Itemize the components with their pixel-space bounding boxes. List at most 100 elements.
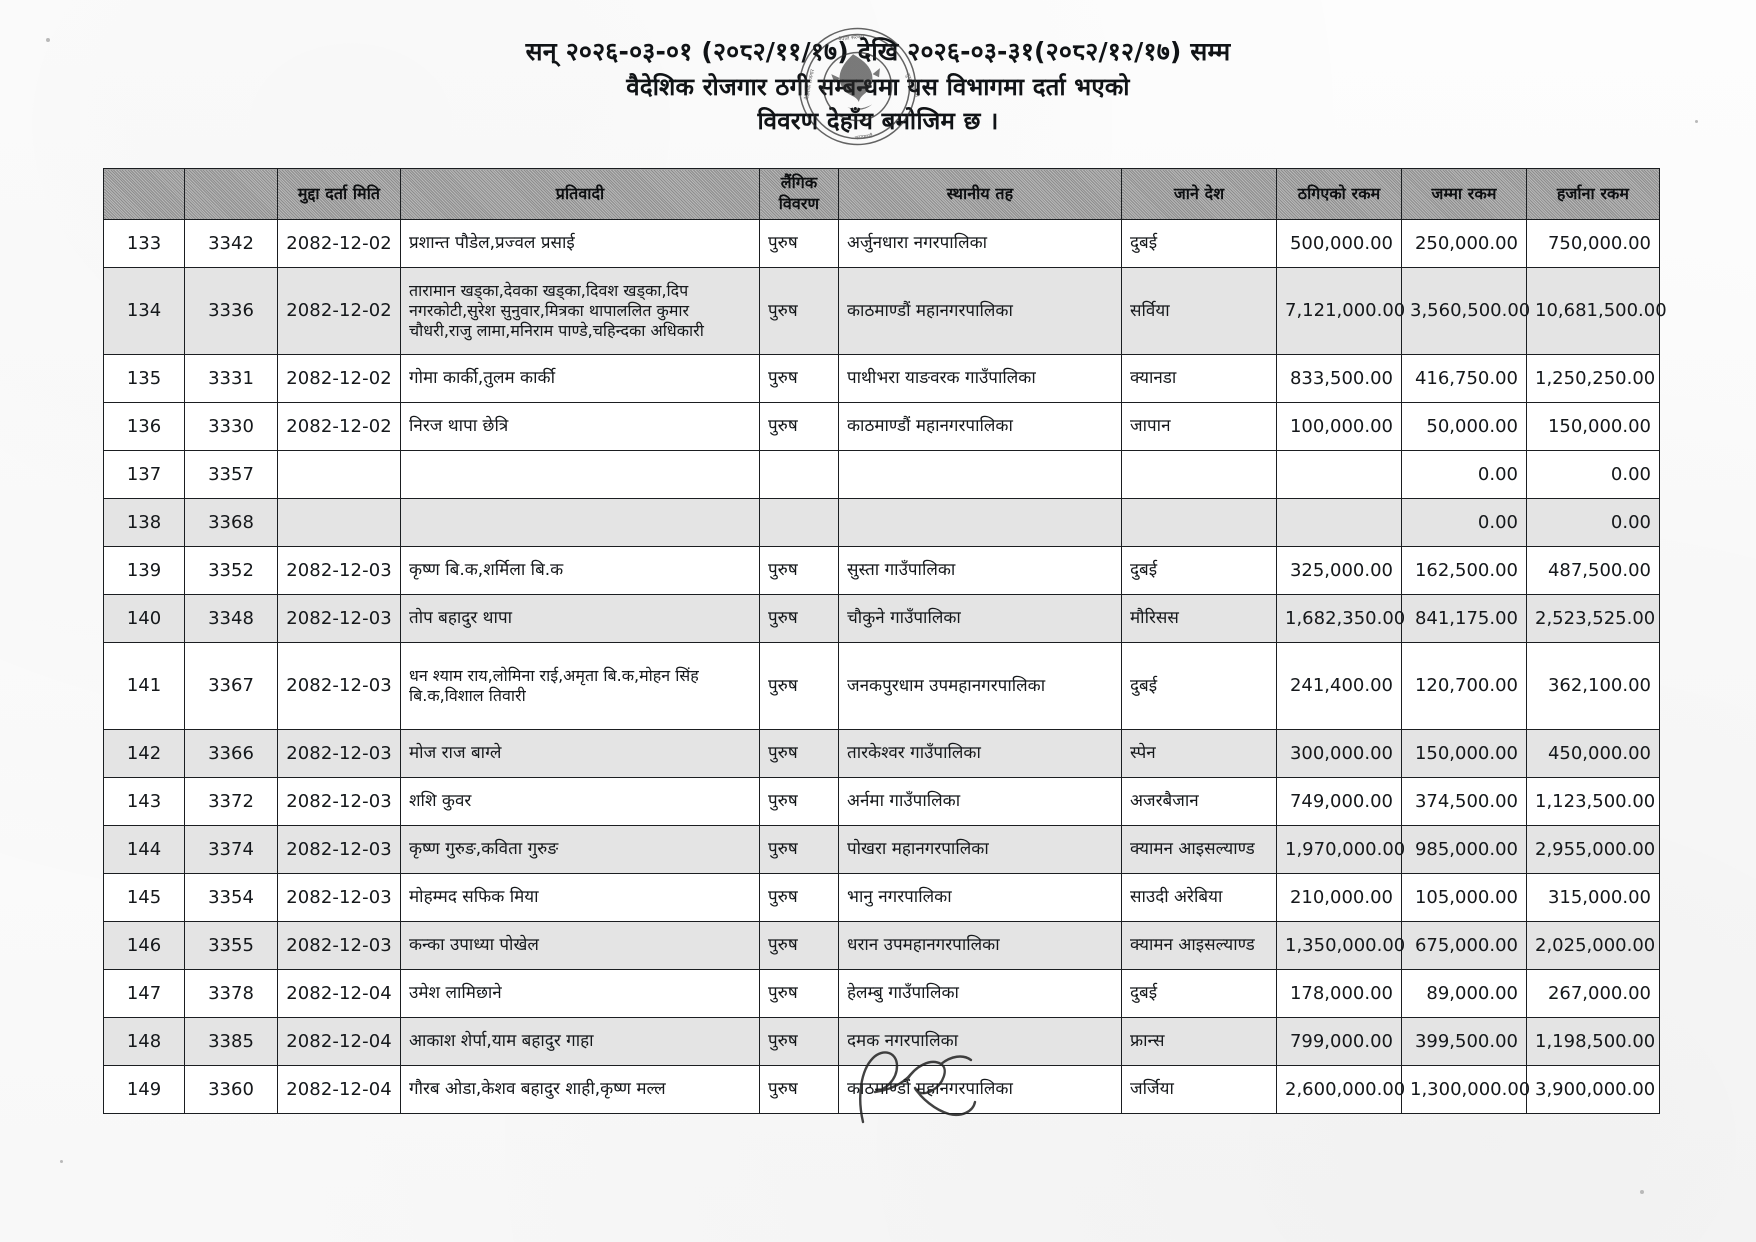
cell-case-number: 3355 xyxy=(184,921,278,970)
cell-amount-total: 675,000.00 xyxy=(1401,921,1527,970)
cell-case-number: 3385 xyxy=(184,1017,278,1066)
cell-defendant: कृष्ण गुरुङ,कविता गुरुङ xyxy=(400,825,760,874)
cell-gender: पुरुष xyxy=(759,642,839,730)
table-row: 146 3355 2082-12-03 कन्का उपाध्या पोखेल पुरु… xyxy=(103,921,1660,970)
table-row: 144 3374 2082-12-03 कृष्ण गुरुङ,कविता गुरुङ… xyxy=(103,825,1660,874)
cell-serial: 145 xyxy=(103,873,185,922)
cell-amount-penalty: 315,000.00 xyxy=(1526,873,1660,922)
column-header-amount-cheated: ठगिएको रकम xyxy=(1276,168,1402,220)
heading-subject: वैदेशिक रोजगार ठगी सम्बन्धमा यस विभागमा … xyxy=(626,72,1130,101)
cell-case-date: 2082-12-03 xyxy=(277,777,401,826)
cell-serial: 134 xyxy=(103,267,185,355)
cell-defendant: कृष्ण बि.क,शर्मिला बि.क xyxy=(400,546,760,595)
cell-defendant: आकाश शेर्पा,याम बहादुर गाहा xyxy=(400,1017,760,1066)
cell-defendant: कन्का उपाध्या पोखेल xyxy=(400,921,760,970)
cell-serial: 143 xyxy=(103,777,185,826)
table-row: 147 3378 2082-12-04 उमेश लामिछाने पुरुष हेलम्… xyxy=(103,969,1660,1018)
cell-case-date: 2082-12-03 xyxy=(277,594,401,643)
column-header-amount-penalty: हर्जाना रकम xyxy=(1526,168,1660,220)
cell-amount-cheated: 799,000.00 xyxy=(1276,1017,1402,1066)
cell-serial: 144 xyxy=(103,825,185,874)
cell-serial: 142 xyxy=(103,729,185,778)
cell-case-date: 2082-12-02 xyxy=(277,219,401,268)
table-row: 149 3360 2082-12-04 गौरब ओडा,केशव बहादुर शा… xyxy=(103,1065,1660,1114)
document-heading: सन् २०२६-०३-०१ (२०८२/११/१७) देखि २०२६-०३… xyxy=(0,34,1756,138)
cell-amount-cheated xyxy=(1276,450,1402,499)
cell-gender: पुरुष xyxy=(759,354,839,403)
cell-case-date xyxy=(277,450,401,499)
cell-destination-country: जर्जिया xyxy=(1121,1065,1277,1114)
cell-amount-penalty: 2,523,525.00 xyxy=(1526,594,1660,643)
cell-local-level: हेलम्बु गाउँपालिका xyxy=(838,969,1122,1018)
cell-gender: पुरुष xyxy=(759,729,839,778)
column-header-serial xyxy=(103,168,185,220)
cell-case-number: 3336 xyxy=(184,267,278,355)
table-row: 134 3336 2082-12-02 तारामान खड्का,देवका खड्… xyxy=(103,267,1667,355)
cell-defendant: शशि कुवर xyxy=(400,777,760,826)
column-header-destination-country: जाने देश xyxy=(1121,168,1277,220)
cell-amount-cheated: 241,400.00 xyxy=(1276,642,1402,730)
cell-amount-cheated: 833,500.00 xyxy=(1276,354,1402,403)
cell-case-date: 2082-12-02 xyxy=(277,267,401,355)
cell-case-date: 2082-12-04 xyxy=(277,969,401,1018)
cell-destination-country: दुबई xyxy=(1121,642,1277,730)
cell-amount-cheated: 210,000.00 xyxy=(1276,873,1402,922)
cell-serial: 136 xyxy=(103,402,185,451)
cell-serial: 149 xyxy=(103,1065,185,1114)
cell-destination-country: क्यामन आइसल्याण्ड xyxy=(1121,825,1277,874)
registration-table: मुद्दा दर्ता मिति प्रतिवादी लैंगिक विवरण… xyxy=(103,168,1667,1114)
cell-amount-total: 841,175.00 xyxy=(1401,594,1527,643)
cell-case-number: 3331 xyxy=(184,354,278,403)
cell-case-date: 2082-12-03 xyxy=(277,825,401,874)
cell-serial: 138 xyxy=(103,498,185,547)
cell-case-date: 2082-12-03 xyxy=(277,921,401,970)
cell-amount-total: 105,000.00 xyxy=(1401,873,1527,922)
cell-case-date: 2082-12-04 xyxy=(277,1017,401,1066)
cell-serial: 135 xyxy=(103,354,185,403)
cell-destination-country: साउदी अरेबिया xyxy=(1121,873,1277,922)
cell-local-level: तारकेश्वर गाउँपालिका xyxy=(838,729,1122,778)
cell-local-level: पाथीभरा याङवरक गाउँपालिका xyxy=(838,354,1122,403)
cell-amount-total: 985,000.00 xyxy=(1401,825,1527,874)
table-row: 142 3366 2082-12-03 मोज राज बाग्ले पुरुष तारक… xyxy=(103,729,1660,778)
cell-case-number: 3342 xyxy=(184,219,278,268)
cell-amount-cheated: 1,970,000.00 xyxy=(1276,825,1405,874)
cell-case-date: 2082-12-03 xyxy=(277,642,401,730)
cell-destination-country: जापान xyxy=(1121,402,1277,451)
table-row: 139 3352 2082-12-03 कृष्ण बि.क,शर्मिला बि.क… xyxy=(103,546,1660,595)
cell-gender: पुरुष xyxy=(759,594,839,643)
cell-case-number: 3330 xyxy=(184,402,278,451)
cell-amount-penalty: 1,250,250.00 xyxy=(1526,354,1660,403)
cell-amount-penalty: 2,955,000.00 xyxy=(1526,825,1660,874)
cell-amount-cheated: 500,000.00 xyxy=(1276,219,1402,268)
cell-local-level: धरान उपमहानगरपालिका xyxy=(838,921,1122,970)
cell-case-date: 2082-12-03 xyxy=(277,873,401,922)
cell-serial: 146 xyxy=(103,921,185,970)
table-row: 137 3357 0.00 0.00 xyxy=(103,450,1660,499)
table-row: 135 3331 2082-12-02 गोमा कार्की,तुलम कार्की… xyxy=(103,354,1660,403)
cell-amount-total: 3,560,500.00 xyxy=(1401,267,1530,355)
cell-case-number: 3368 xyxy=(184,498,278,547)
cell-amount-penalty: 0.00 xyxy=(1526,498,1660,547)
cell-case-date: 2082-12-02 xyxy=(277,354,401,403)
cell-gender: पुरुष xyxy=(759,1065,839,1114)
cell-destination-country: क्यानडा xyxy=(1121,354,1277,403)
cell-local-level xyxy=(838,450,1122,499)
cell-defendant: गोमा कार्की,तुलम कार्की xyxy=(400,354,760,403)
cell-local-level: दमक नगरपालिका xyxy=(838,1017,1122,1066)
cell-amount-cheated: 749,000.00 xyxy=(1276,777,1402,826)
cell-gender: पुरुष xyxy=(759,267,839,355)
cell-destination-country: मौरिसस xyxy=(1121,594,1277,643)
table-row: 136 3330 2082-12-02 निरज थापा छेत्रि पुरुष का… xyxy=(103,402,1660,451)
cell-serial: 148 xyxy=(103,1017,185,1066)
cell-serial: 139 xyxy=(103,546,185,595)
cell-amount-penalty: 150,000.00 xyxy=(1526,402,1660,451)
cell-local-level xyxy=(838,498,1122,547)
cell-serial: 147 xyxy=(103,969,185,1018)
table-row: 141 3367 2082-12-03 धन श्याम राय,लोमिना राई… xyxy=(103,642,1660,730)
cell-local-level: काठमाण्डौं महानगरपालिका xyxy=(838,267,1122,355)
cell-case-date: 2082-12-04 xyxy=(277,1065,401,1114)
cell-destination-country: फ्रान्स xyxy=(1121,1017,1277,1066)
cell-serial: 133 xyxy=(103,219,185,268)
cell-defendant: उमेश लामिछाने xyxy=(400,969,760,1018)
